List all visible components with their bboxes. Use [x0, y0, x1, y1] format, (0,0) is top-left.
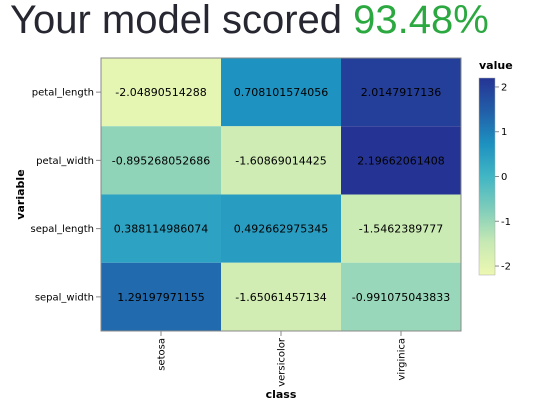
legend-tick-label: 2: [501, 82, 507, 93]
heatmap-cell: [101, 58, 221, 127]
heatmap-cells: -2.04890514288 0.708101574056 2.0147917136…: [100, 57, 462, 332]
cell-value-label: -0.895268052686: [112, 154, 210, 167]
cell-value-label: 2.0147917136: [361, 86, 441, 99]
cell-value-label: 0.388114986074: [114, 223, 208, 236]
y-axis-title: variable: [14, 169, 27, 219]
heatmap-cell: [341, 194, 461, 263]
y-tick-label: sepal_width: [35, 292, 94, 303]
heatmap-cell: [341, 126, 461, 195]
legend-tick-label: 1: [501, 127, 507, 138]
x-axis-labels: setosa versicolor virginica: [101, 330, 461, 387]
cell-value-label: -1.65061457134: [235, 291, 326, 304]
heatmap-cell: [221, 126, 341, 195]
score-value: 93.48%: [353, 0, 489, 42]
legend-tick-label: -1: [501, 217, 511, 228]
y-axis-labels: petal_length petal_width sepal_lengthsepal…: [31, 58, 102, 331]
cell-value-label: -1.5462389777: [359, 223, 443, 236]
x-tick-label: setosa: [157, 338, 168, 371]
y-tick-label: petal_length: [32, 88, 94, 99]
score-headline: Your model scored 93.48%: [10, 0, 489, 43]
x-axis-title: class: [266, 388, 297, 401]
x-tick-label: virginica: [397, 338, 408, 381]
heatmap-cell: [101, 126, 221, 195]
legend-title: value: [479, 59, 513, 72]
cell-value-label: 2.19662061408: [357, 154, 444, 167]
cell-value-label: -2.04890514288: [115, 86, 206, 99]
heatmap-cell: [221, 194, 341, 263]
y-tick-label: sepal_length: [31, 224, 95, 235]
heatmap-cell: [101, 194, 221, 263]
cell-value-label: -0.991075043833: [352, 291, 450, 304]
heatmap-cell: [221, 58, 341, 127]
legend-gradient-bar: [478, 77, 496, 276]
legend-tick-label: -2: [501, 262, 511, 273]
cell-value-label: 0.708101574056: [234, 86, 328, 99]
cell-value-label: 1.29197971155: [117, 291, 204, 304]
heatmap-cell: [341, 262, 461, 331]
x-tick-label: versicolor: [277, 337, 288, 387]
heatmap-cell: [341, 58, 461, 127]
heatmap-cell: [101, 262, 221, 331]
y-tick-label: petal_width: [36, 156, 94, 167]
cell-value-label: 0.492662975345: [234, 223, 328, 236]
cell-value-label: -1.60869014425: [235, 154, 326, 167]
headline-prefix: Your model scored: [10, 0, 354, 42]
legend-tick-label: 0: [501, 172, 507, 183]
heatmap-cell: [221, 262, 341, 331]
color-legend: value 2 1 0 -1 -2: [478, 59, 513, 276]
